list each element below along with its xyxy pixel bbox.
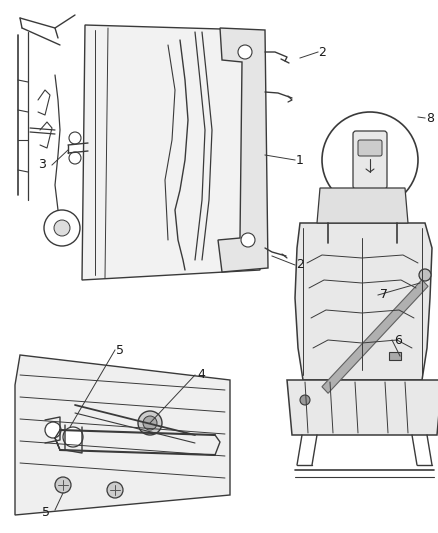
Circle shape: [240, 233, 254, 247]
Circle shape: [69, 152, 81, 164]
Polygon shape: [388, 352, 400, 360]
Text: 7: 7: [379, 288, 387, 302]
Circle shape: [69, 132, 81, 144]
Text: 3: 3: [38, 158, 46, 172]
Circle shape: [45, 422, 61, 438]
Text: 2: 2: [295, 259, 303, 271]
Circle shape: [107, 482, 123, 498]
Text: 1: 1: [295, 154, 303, 166]
Text: 6: 6: [393, 334, 401, 346]
Text: 5: 5: [42, 506, 50, 520]
Circle shape: [63, 427, 83, 447]
FancyBboxPatch shape: [357, 140, 381, 156]
Circle shape: [299, 395, 309, 405]
Text: 8: 8: [425, 111, 433, 125]
Text: 4: 4: [197, 368, 205, 382]
Circle shape: [418, 269, 430, 281]
Polygon shape: [15, 355, 230, 515]
Polygon shape: [294, 223, 431, 380]
Polygon shape: [286, 380, 438, 435]
Polygon shape: [321, 280, 427, 393]
Circle shape: [237, 45, 251, 59]
Circle shape: [55, 477, 71, 493]
Polygon shape: [218, 28, 267, 272]
Circle shape: [138, 411, 162, 435]
Circle shape: [54, 220, 70, 236]
Circle shape: [44, 210, 80, 246]
FancyBboxPatch shape: [352, 131, 386, 189]
Text: 5: 5: [116, 343, 124, 357]
Polygon shape: [82, 25, 259, 280]
Text: 2: 2: [317, 45, 325, 59]
Circle shape: [143, 416, 157, 430]
Circle shape: [321, 112, 417, 208]
Polygon shape: [316, 188, 407, 223]
